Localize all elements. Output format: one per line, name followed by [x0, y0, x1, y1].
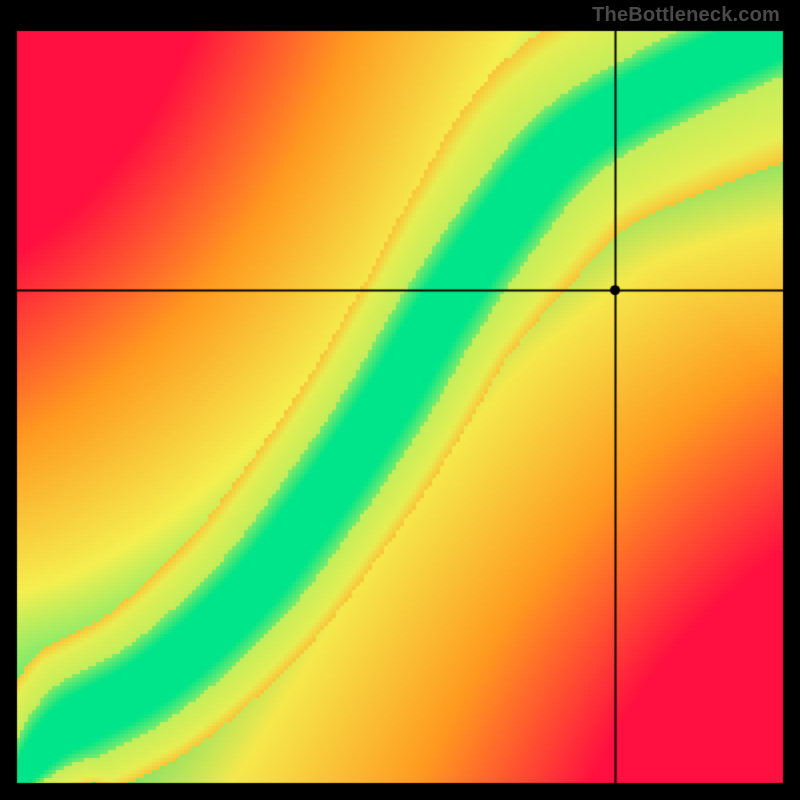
chart-container: TheBottleneck.com [0, 0, 800, 800]
bottleneck-heatmap [0, 0, 800, 800]
watermark-text: TheBottleneck.com [592, 4, 780, 27]
